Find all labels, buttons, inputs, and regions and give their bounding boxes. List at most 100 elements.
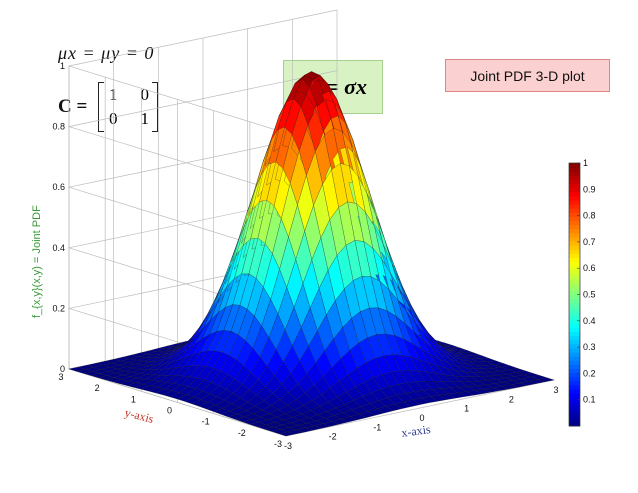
colorbar-segment [569,413,580,419]
matrix-cell: 0 [109,109,118,128]
colorbar-segment [569,376,580,382]
colorbar-segment [569,269,580,275]
colorbar-tick-label: 0.4 [583,316,596,326]
colorbar-segment [569,187,580,193]
z-axis-label: f_{x,y}(x,y) = Joint PDF [31,205,43,318]
colorbar-segment [569,282,580,287]
colorbar-segment [569,352,580,357]
x-tick-label: 3 [553,385,558,395]
colorbar-segment [569,372,580,378]
colorbar-segment [569,380,580,386]
z-tick-label: 0.8 [52,122,65,132]
colorbar-segment [569,306,580,312]
z-tick-label: 0.4 [52,243,65,253]
matrix-row: 1 0 [109,85,149,105]
colorbar-segment [569,278,580,283]
colorbar-segment [569,245,580,250]
colorbar-tick-label: 0.6 [583,263,596,273]
y-tick-label: -2 [238,428,246,438]
colorbar-tick-label: 0.7 [583,237,596,247]
x-tick-label: 2 [509,394,514,404]
colorbar-segment [569,417,580,423]
y-tick-label: -3 [274,439,282,449]
colorbar-segment [569,171,580,176]
colorbar-segment [569,265,580,271]
colorbar-segment [569,360,580,365]
y-tick-label: 0 [167,406,172,416]
colorbar-segment [569,397,580,402]
colorbar-segment [569,195,580,201]
colorbar-segment [569,331,580,337]
colorbar-segment [569,249,580,254]
z-tick-label: 0.6 [52,182,65,192]
y-axis-label: y-axis [123,405,155,426]
colorbar-segment [569,323,580,328]
colorbar-segment [569,315,580,320]
colorbar-segment [569,393,580,398]
colorbar-segment [569,405,580,411]
y-tick-label: 3 [58,372,63,382]
colorbar-segment [569,368,580,374]
colorbar-tick-label: 0.2 [583,368,596,378]
colorbar-tick-label: 0.1 [583,395,596,405]
colorbar-segment [569,232,580,238]
z-tick-label: 0 [60,364,65,374]
covariance-matrix: 1 0 0 1 [98,82,158,132]
colorbar-segment [569,199,580,205]
colorbar-segment [569,228,580,234]
colorbar-segment [569,257,580,263]
colorbar-segment [569,310,580,316]
colorbar: 0.1 0.2 0.3 0.4 0.5 0.6 0.7 0.8 0.9 1 [568,158,596,427]
colorbar-segment [569,191,580,197]
x-tick-label: -1 [373,422,381,432]
covariance-label: C = [58,96,88,117]
colorbar-segment [569,335,580,341]
colorbar-segment [569,224,580,230]
matrix-cell: 1 [140,109,150,128]
colorbar-segment [569,183,580,189]
colorbar-segment [569,241,580,246]
colorbar-segment [569,356,580,361]
colorbar-segment [569,409,580,415]
colorbar-segment [569,290,580,295]
colorbar-segment [569,327,580,332]
colorbar-segment [569,364,580,369]
colorbar-tick-label: 1 [583,158,588,168]
colorbar-segment [569,343,580,349]
surface-mesh [68,71,555,437]
colorbar-segment [569,347,580,353]
matrix-cell: 0 [140,85,150,104]
matrix-cell: 1 [109,85,118,104]
x-tick-label: -3 [284,441,292,451]
y-tick-label: 1 [131,394,136,404]
y-tick-label: -1 [202,417,210,427]
colorbar-segment [569,298,580,304]
plot-title-box: Joint PDF 3-D plot [445,59,610,92]
colorbar-segment [569,339,580,345]
x-tick-label: 1 [464,404,469,414]
colorbar-segment [569,273,580,279]
colorbar-segment [569,389,580,394]
colorbar-tick-label: 0.5 [583,290,596,300]
colorbar-segment [569,384,580,390]
z-tick-label: 1 [60,61,65,71]
z-tick-label: 0.2 [52,303,65,313]
colorbar-segment [569,302,580,308]
colorbar-segment [569,163,580,168]
colorbar-segment [569,294,580,300]
x-tick-label: 0 [419,413,424,423]
colorbar-segment [569,220,580,226]
x-tick-label: -2 [329,432,337,442]
colorbar-segment [569,253,580,259]
surface-patch [537,377,555,382]
colorbar-segment [569,175,580,180]
colorbar-tick-label: 0.8 [583,211,596,221]
colorbar-segment [569,208,580,213]
colorbar-segment [569,179,580,185]
colorbar-segment [569,216,580,222]
colorbar-segment [569,261,580,267]
colorbar-segment [569,421,580,427]
colorbar-tick-label: 0.3 [583,342,596,352]
